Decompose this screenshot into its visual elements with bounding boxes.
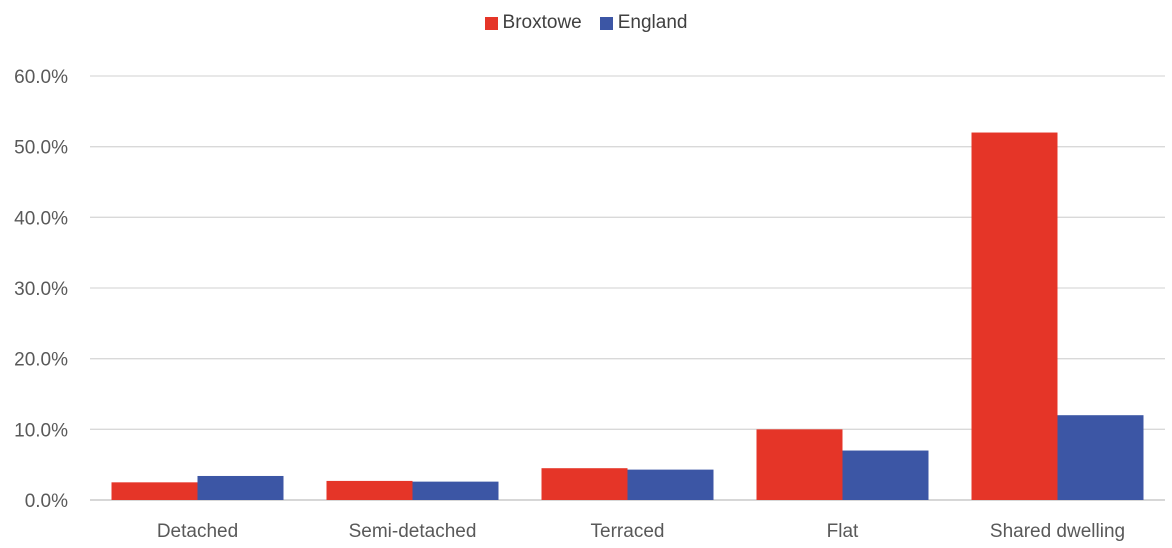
y-tick-label: 30.0% (14, 279, 68, 300)
legend-item-broxtowe: Broxtowe (484, 12, 582, 34)
legend-swatch-england (599, 16, 613, 30)
legend-swatch-broxtowe (484, 16, 498, 30)
bar-broxtowe-flat (756, 429, 843, 500)
bar-broxtowe-detached (111, 482, 198, 500)
bar-england-semi-detached (412, 481, 499, 500)
x-tick-label: Flat (827, 521, 859, 542)
legend: Broxtowe England (0, 12, 1172, 34)
bar-broxtowe-semi-detached (326, 480, 413, 500)
y-tick-label: 50.0% (14, 138, 68, 159)
bar-broxtowe-shared-dwelling (971, 132, 1058, 501)
bar-england-flat (842, 450, 929, 500)
y-tick-label: 60.0% (14, 67, 68, 88)
legend-item-england: England (599, 12, 688, 34)
bar-england-shared-dwelling (1057, 415, 1144, 500)
y-tick-label: 10.0% (14, 420, 68, 441)
legend-label-broxtowe: Broxtowe (502, 12, 582, 33)
legend-label-england: England (617, 12, 688, 33)
bar-england-terraced (627, 469, 714, 500)
y-tick-label: 0.0% (25, 491, 68, 512)
y-tick-label: 40.0% (14, 208, 68, 229)
y-tick-label: 20.0% (14, 350, 68, 371)
x-tick-label: Shared dwelling (990, 521, 1125, 542)
x-tick-label: Detached (157, 521, 238, 542)
x-tick-label: Terraced (591, 521, 665, 542)
x-tick-label: Semi-detached (349, 521, 477, 542)
bar-broxtowe-terraced (541, 468, 628, 500)
bar-england-detached (197, 475, 284, 500)
